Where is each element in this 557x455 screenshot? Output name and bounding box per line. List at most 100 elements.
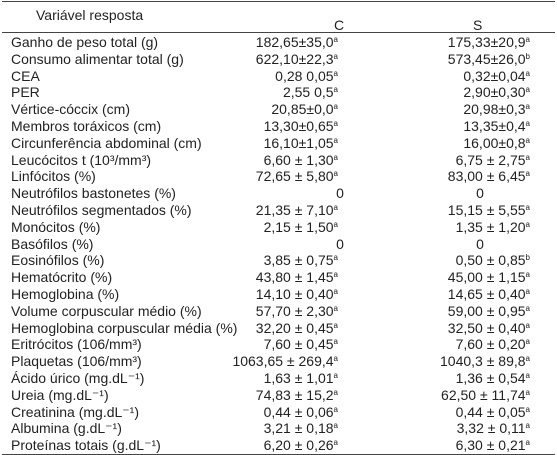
row-value-c: 2,15 ± 1,50a [264, 219, 338, 235]
value-text: 32,20 ± 0,45 [255, 319, 334, 336]
row-value-c: 182,65±35,0a [256, 34, 338, 50]
table-top-rule [2, 1, 555, 2]
row-label: Ácido úrico (mg.dL⁻¹) [11, 370, 145, 386]
significance-letter: a [333, 169, 338, 179]
significance-letter: b [525, 51, 530, 61]
value-text: 1063,65 ± 269,4 [232, 353, 334, 370]
row-value-c: 1,63 ± 1,01a [264, 370, 338, 386]
row-value-s: 15,15 ± 5,55a [448, 202, 530, 218]
header-bottom-rule [2, 32, 555, 33]
value-text: 2,90±0,30 [463, 84, 526, 101]
significance-letter: a [525, 119, 530, 128]
value-text: 7,60 ± 0,45 [263, 336, 334, 353]
value-text: 7,60 ± 0,20 [455, 336, 526, 353]
significance-letter: a [525, 337, 530, 347]
row-label: PER [11, 84, 40, 101]
row-label: Ureia (mg.dL⁻¹) [11, 386, 109, 403]
row-value-c: 0 [330, 185, 350, 201]
row-value-s: 16,00±0,8a [463, 135, 530, 151]
row-value-s: 0,32±0,04a [463, 68, 530, 84]
row-value-c: 14,10 ± 0,40a [256, 286, 338, 302]
row-label: Eritrócitos (106/mm³) [11, 336, 142, 353]
significance-letter: a [525, 135, 530, 145]
value-text: 0,28 0,05 [275, 67, 334, 84]
row-label: Hemoglobina corpuscular média (%) [11, 319, 238, 336]
significance-letter: a [333, 270, 338, 280]
value-text: 45,00 ± 1,15 [447, 269, 526, 286]
value-text: 3,21 ± 0,18 [263, 420, 334, 437]
significance-letter: a [525, 102, 530, 112]
row-value-c: 0,44 ± 0,06a [264, 404, 338, 420]
row-label: Volume corpuscular médio (%) [11, 302, 202, 319]
significance-letter: a [333, 387, 338, 397]
significance-letter: a [525, 68, 530, 78]
value-text: 3,32 ± 0,11 [456, 420, 526, 437]
value-text: 0,44 ± 0,05 [455, 403, 526, 420]
value-text: 622,10±22,3 [255, 50, 334, 67]
row-value-s: 1040,3 ± 89,8a [440, 353, 530, 369]
row-value-s: 83,00 ± 6,45a [448, 168, 530, 184]
value-text: 0 [336, 235, 344, 252]
row-label: Ganho de peso total (g) [11, 34, 159, 50]
significance-letter: a [333, 303, 338, 313]
significance-letter: b [525, 253, 530, 263]
row-label: Hematócrito (%) [11, 269, 113, 286]
value-text: 72,65 ± 5,80 [255, 168, 334, 185]
significance-letter: a [525, 219, 530, 229]
significance-letter: a [333, 371, 338, 380]
value-text: 1,63 ± 1,01 [263, 370, 334, 386]
value-text: 6,60 ± 1,30 [263, 151, 334, 168]
value-text: 62,50 ± 11,74 [441, 386, 526, 403]
row-value-s: 573,45±26,0b [448, 51, 530, 67]
significance-letter: a [525, 387, 530, 397]
row-label: Plaquetas (106/mm³) [11, 353, 142, 370]
row-value-s: 6,75 ± 2,75a [456, 152, 530, 168]
value-text: 15,15 ± 5,55 [447, 202, 526, 218]
row-label: Basófilos (%) [11, 235, 94, 252]
row-value-s: 1,36 ± 0,54a [456, 370, 530, 386]
significance-letter: a [333, 354, 338, 364]
value-text: 20,98±0,3 [463, 101, 526, 118]
row-value-c: 74,83 ± 15,2a [256, 387, 338, 403]
row-value-s: 2,90±0,30a [463, 84, 530, 100]
significance-letter: a [333, 438, 338, 448]
value-text: 3,85 ± 0,75 [263, 252, 334, 269]
row-label: Linfócitos (%) [11, 168, 96, 185]
value-text: 1,35 ± 1,20 [455, 218, 526, 235]
row-value-c: 3,85 ± 0,75a [264, 252, 338, 268]
row-value-s: 0 [470, 185, 490, 201]
significance-letter: a [525, 404, 530, 414]
row-value-c: 7,60 ± 0,45a [264, 336, 338, 352]
row-value-s: 20,98±0,3a [463, 101, 530, 117]
significance-letter: a [525, 371, 530, 380]
row-label: Vértice-cóccix (cm) [11, 101, 131, 118]
significance-letter: a [333, 85, 338, 95]
significance-letter: a [525, 438, 530, 448]
row-label: Creatinina (mg.dL⁻¹) [11, 403, 139, 420]
row-label: Membros toráxicos (cm) [11, 118, 162, 134]
value-text: 13,35±0,4 [463, 118, 526, 134]
row-value-s: 45,00 ± 1,15a [448, 269, 530, 285]
header-variable: Variável resposta [36, 7, 144, 23]
row-label: CEA [11, 67, 40, 84]
row-value-c: 0,28 0,05a [275, 68, 338, 84]
significance-letter: a [525, 169, 530, 179]
value-text: 6,30 ± 0,21 [455, 437, 526, 454]
value-text: 74,83 ± 15,2 [255, 386, 334, 403]
significance-letter: a [333, 135, 338, 145]
significance-letter: a [333, 35, 338, 44]
row-value-c: 6,60 ± 1,30a [264, 152, 338, 168]
value-text: 57,70 ± 2,30 [255, 302, 334, 319]
row-value-c: 6,20 ± 0,26a [264, 437, 338, 453]
value-text: 83,00 ± 6,45 [447, 168, 526, 185]
row-value-c: 57,70 ± 2,30a [256, 303, 338, 319]
header-group-c: C [334, 17, 345, 33]
row-label: Leucócitos t (10³/mm³) [11, 151, 152, 168]
row-value-c: 3,21 ± 0,18a [264, 420, 338, 436]
value-text: 43,80 ± 1,45 [255, 269, 334, 286]
value-text: 0 [476, 185, 484, 202]
significance-letter: a [333, 287, 338, 296]
row-value-s: 59,00 ± 0,95a [448, 303, 530, 319]
value-text: 6,20 ± 0,26 [263, 437, 334, 454]
row-value-c: 16,10±1,05a [264, 135, 338, 151]
